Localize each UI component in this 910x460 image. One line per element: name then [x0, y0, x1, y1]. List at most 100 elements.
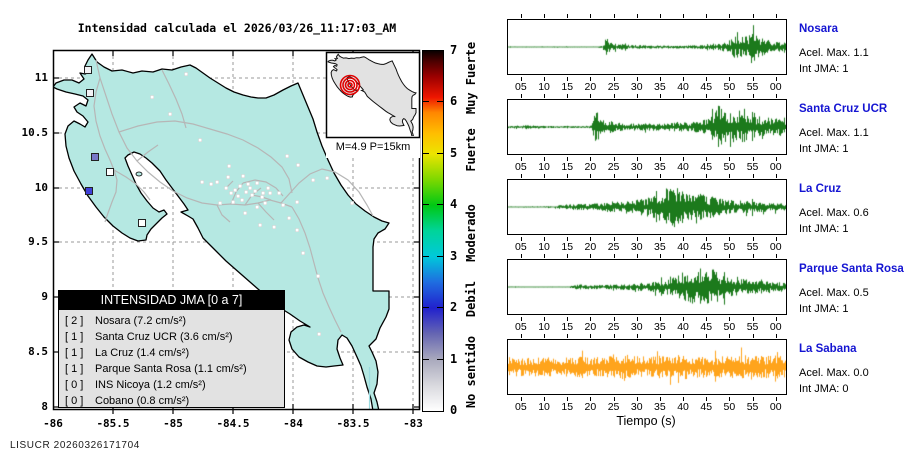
time-tick — [544, 237, 546, 241]
time-tick-label: 15 — [561, 161, 574, 173]
time-tick-label: 00 — [769, 241, 782, 253]
time-tick-label: 50 — [723, 241, 736, 253]
time-tick-label: 35 — [654, 401, 666, 413]
map-x-tick-label: -86 — [43, 417, 63, 430]
time-tick — [729, 317, 731, 321]
station-marker-cobano — [138, 219, 146, 227]
intensity-badge: [ 1 ] — [65, 347, 84, 359]
time-tick — [544, 334, 546, 338]
time-tick — [613, 237, 615, 241]
map-frame — [52, 49, 421, 411]
time-tick — [590, 174, 592, 178]
time-tick — [659, 397, 661, 401]
time-tick — [659, 334, 661, 338]
time-tick — [567, 254, 569, 258]
time-tick-label: 00 — [769, 161, 782, 173]
time-tick — [520, 397, 522, 401]
legend-row: [ 1 ] Santa Cruz UCR (3.6 cm/s²) — [65, 329, 284, 345]
time-tick — [520, 317, 522, 321]
map-x-tick-label: -84.5 — [216, 417, 250, 430]
colorbar-tick — [423, 152, 429, 154]
map-y-tick-label: 9.5 — [28, 235, 48, 248]
time-tick — [659, 14, 661, 18]
waveform-station-name: La Sabana — [799, 343, 857, 355]
time-tick — [683, 14, 685, 18]
time-tick-label: 10 — [538, 241, 550, 253]
time-tick — [544, 174, 546, 178]
station-detail: Parque Santa Rosa (1.1 cm/s²) — [95, 363, 247, 375]
time-tick — [613, 254, 615, 258]
time-tick — [752, 14, 754, 18]
time-tick-label: 25 — [607, 321, 620, 333]
epicenter-icon — [339, 74, 361, 96]
time-tick-label: 25 — [607, 161, 620, 173]
time-tick-label: 40 — [677, 241, 689, 253]
station-detail: Cobano (0.8 cm/s²) — [95, 395, 190, 407]
map-y-tick-label: 10.5 — [21, 126, 49, 139]
time-tick-label: 00 — [769, 401, 782, 413]
time-tick — [775, 397, 777, 401]
time-tick — [775, 94, 777, 98]
time-tick — [659, 254, 661, 258]
colorbar-tick — [423, 358, 429, 360]
station-marker-la-cruz — [84, 66, 92, 74]
time-tick-label: 10 — [538, 401, 550, 413]
time-tick — [590, 94, 592, 98]
time-tick — [729, 77, 731, 81]
time-tick — [683, 397, 685, 401]
time-tick — [613, 397, 615, 401]
colorbar-tick-label: 4 — [450, 197, 458, 212]
epicenter-icon — [342, 77, 358, 93]
time-tick-label: 40 — [677, 161, 689, 173]
map-x-tick-label: -85 — [163, 417, 183, 430]
colorbar-tick — [423, 101, 429, 103]
time-tick — [752, 174, 754, 178]
intensity-badge: [ 2 ] — [65, 315, 84, 327]
time-tick — [706, 157, 708, 161]
waveform-acel-max: Acel. Max. 0.6 — [799, 207, 869, 219]
map-y-tick-label: 10 — [34, 181, 48, 194]
time-tick — [752, 237, 754, 241]
time-tick — [752, 77, 754, 81]
colorbar-tick-label: 1 — [450, 351, 458, 366]
time-tick — [683, 317, 685, 321]
time-tick-label: 15 — [561, 241, 574, 253]
epicenter-icon — [347, 82, 353, 88]
time-tick — [752, 157, 754, 161]
time-tick — [636, 14, 638, 18]
time-axis-label: Tiempo (s) — [616, 414, 676, 428]
time-tick-label: 20 — [584, 161, 597, 173]
time-tick — [520, 94, 522, 98]
time-tick — [683, 94, 685, 98]
time-tick-label: 50 — [723, 401, 736, 413]
time-tick — [636, 237, 638, 241]
time-tick — [613, 94, 615, 98]
time-tick — [775, 157, 777, 161]
time-tick-label: 10 — [538, 81, 550, 93]
intensity-badge: [ 1 ] — [65, 331, 84, 343]
time-tick-label: 25 — [607, 81, 620, 93]
waveform-panel-la-sabana — [507, 339, 787, 395]
time-tick — [775, 317, 777, 321]
map-y-tick-label: 8.5 — [28, 345, 48, 358]
time-tick-label: 40 — [677, 401, 689, 413]
time-tick — [613, 77, 615, 81]
time-tick — [683, 237, 685, 241]
intensity-badge: [ 0 ] — [65, 379, 84, 391]
time-tick — [752, 94, 754, 98]
time-tick — [544, 317, 546, 321]
time-tick-label: 30 — [630, 161, 643, 173]
time-tick-label: 05 — [515, 401, 527, 413]
colorbar-tick — [423, 255, 429, 257]
station-detail: INS Nicoya (1.2 cm/s²) — [95, 379, 206, 391]
time-tick-label: 00 — [769, 81, 782, 93]
waveform-station-name: La Cruz — [799, 183, 842, 195]
time-tick — [683, 174, 685, 178]
time-tick — [590, 157, 592, 161]
time-tick — [544, 14, 546, 18]
time-tick — [636, 94, 638, 98]
waveform-station-name: Santa Cruz UCR — [799, 103, 888, 115]
time-tick — [567, 237, 569, 241]
time-tick — [729, 254, 731, 258]
